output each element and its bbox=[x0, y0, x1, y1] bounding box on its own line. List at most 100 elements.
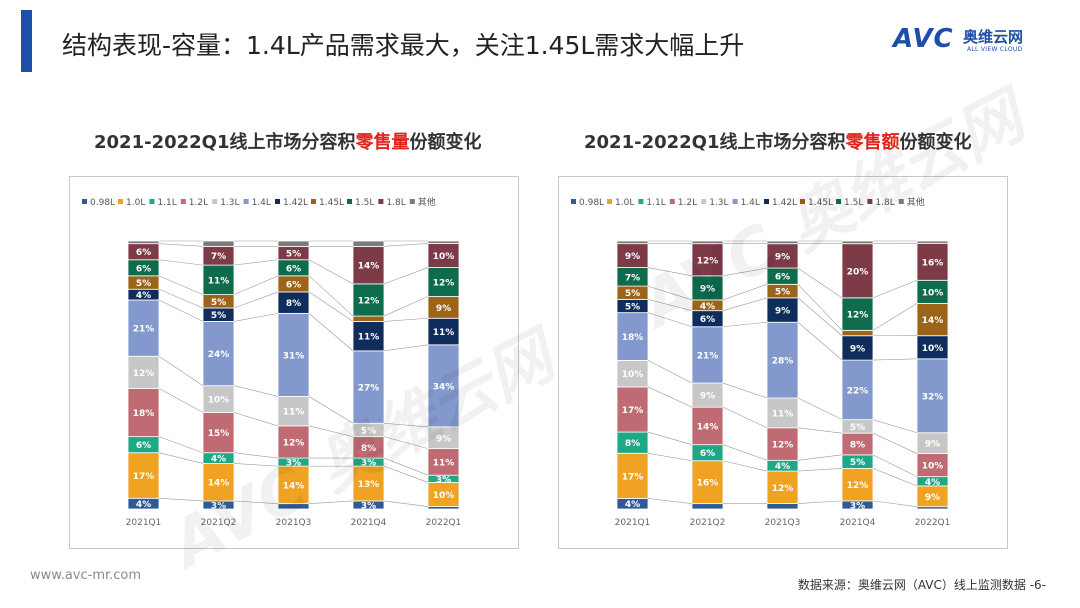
legend-label: 1.45L bbox=[319, 198, 344, 208]
data-label: 4% bbox=[136, 291, 151, 301]
data-label: 11% bbox=[283, 408, 305, 418]
series-connector-line bbox=[308, 313, 354, 352]
data-label: 5% bbox=[625, 303, 640, 313]
bar-segment bbox=[202, 463, 235, 502]
legend-label: 1.2L bbox=[678, 198, 697, 208]
bar-segment bbox=[277, 503, 310, 510]
data-label: 12% bbox=[772, 484, 794, 494]
bar-segment bbox=[841, 467, 874, 502]
legend-label: 1.42L bbox=[283, 198, 308, 208]
legend-swatch bbox=[800, 199, 805, 204]
series-connector-line bbox=[383, 296, 429, 317]
data-label: 28% bbox=[772, 357, 794, 367]
data-label: 11% bbox=[433, 328, 455, 338]
bar-segment bbox=[766, 321, 799, 399]
series-connector-line bbox=[722, 297, 768, 311]
data-label: 5% bbox=[211, 311, 226, 321]
legend-label: 1.4L bbox=[741, 198, 760, 208]
logo-avc-text: AVC bbox=[893, 24, 954, 54]
bar-segment bbox=[127, 240, 160, 245]
legend-label: 其他 bbox=[418, 196, 436, 208]
series-connector-line bbox=[872, 279, 918, 299]
series-connector-line bbox=[872, 468, 918, 487]
data-label: 4% bbox=[925, 478, 940, 488]
legend-label: 1.2L bbox=[189, 198, 208, 208]
legend-label: 1.8L bbox=[386, 198, 405, 208]
chart-title-value-prefix: 2021-2022Q1线上市场分容积 bbox=[584, 132, 846, 153]
footer-url: www.avc-mr.com bbox=[30, 568, 142, 583]
series-connector-line bbox=[383, 422, 429, 428]
data-label: 11% bbox=[358, 333, 380, 343]
data-label: 6% bbox=[700, 449, 715, 459]
data-label: 3% bbox=[850, 501, 865, 511]
legend-label: 1.0L bbox=[615, 198, 634, 208]
bar-segment bbox=[352, 240, 385, 247]
data-label: 12% bbox=[358, 296, 380, 306]
series-connector-line bbox=[233, 275, 279, 295]
data-label: 6% bbox=[286, 280, 301, 290]
series-connector-line bbox=[722, 406, 768, 429]
series-connector-line bbox=[647, 285, 693, 301]
series-connector-line bbox=[722, 284, 768, 301]
bar-segment bbox=[841, 359, 874, 421]
series-connector-line bbox=[797, 454, 843, 461]
data-label: 10% bbox=[922, 288, 944, 298]
data-label: 8% bbox=[286, 299, 301, 309]
data-label: 3% bbox=[361, 501, 376, 511]
legend-swatch bbox=[732, 199, 738, 204]
bar-segment bbox=[766, 470, 799, 504]
series-connector-line bbox=[308, 259, 354, 285]
x-tick-label: 2021Q4 bbox=[840, 518, 876, 528]
bar-segment bbox=[916, 240, 949, 244]
series-connector-line bbox=[158, 275, 204, 295]
series-connector-line bbox=[158, 288, 204, 309]
data-label: 18% bbox=[133, 409, 155, 419]
series-connector-line bbox=[872, 432, 918, 454]
legend-label: 1.3L bbox=[709, 198, 728, 208]
data-label: 10% bbox=[433, 252, 455, 262]
data-label: 16% bbox=[922, 258, 944, 268]
data-label: 9% bbox=[436, 434, 451, 444]
data-label: 4% bbox=[211, 455, 226, 465]
bar-segment bbox=[352, 245, 385, 285]
bar-segment bbox=[766, 240, 799, 245]
series-connector-line bbox=[872, 500, 918, 507]
bar-segment bbox=[916, 302, 949, 337]
data-label: 34% bbox=[433, 382, 455, 392]
series-connector-line bbox=[647, 452, 693, 462]
data-label: 9% bbox=[925, 493, 940, 503]
bar-segment bbox=[616, 240, 649, 245]
bar-segment bbox=[277, 240, 310, 247]
series-connector-line bbox=[722, 321, 768, 328]
legend-swatch bbox=[409, 199, 415, 204]
series-connector-line bbox=[383, 267, 429, 285]
bar-segment bbox=[691, 275, 724, 301]
series-connector-line bbox=[233, 259, 279, 266]
data-label: 6% bbox=[775, 273, 790, 283]
bar-segment bbox=[352, 350, 385, 424]
bar-segment bbox=[766, 243, 799, 269]
series-connector-line bbox=[722, 267, 768, 277]
series-connector-line bbox=[233, 412, 279, 427]
legend-label: 1.4L bbox=[252, 198, 271, 208]
bar-segment bbox=[127, 355, 160, 389]
bar-segment bbox=[691, 503, 724, 510]
x-tick-label: 2021Q2 bbox=[201, 518, 237, 528]
data-label: 3% bbox=[436, 475, 451, 485]
bar-segment bbox=[427, 317, 460, 346]
series-connector-line bbox=[797, 500, 843, 504]
bar-segment bbox=[127, 452, 160, 499]
chart-panel-volume: 0.98L 1.0L 1.1L 1.2L 1.3L 1.4L 1.42L 1.45L 1.5L 1… bbox=[69, 176, 519, 549]
data-label: 5% bbox=[775, 288, 790, 298]
bar-segment bbox=[916, 242, 949, 281]
data-label: 5% bbox=[625, 289, 640, 299]
chart-title-volume-highlight: 零售量 bbox=[355, 132, 410, 153]
bar-segment bbox=[352, 315, 385, 322]
avc-logo: AVC 奥维云网 ALL VIEW CLOUD bbox=[893, 24, 1053, 58]
data-label: 18% bbox=[622, 333, 644, 343]
title-accent-bar bbox=[21, 10, 32, 72]
data-label: 9% bbox=[775, 252, 790, 262]
data-label: 11% bbox=[208, 276, 230, 286]
bar-segment bbox=[427, 240, 460, 244]
series-connector-line bbox=[158, 243, 204, 247]
